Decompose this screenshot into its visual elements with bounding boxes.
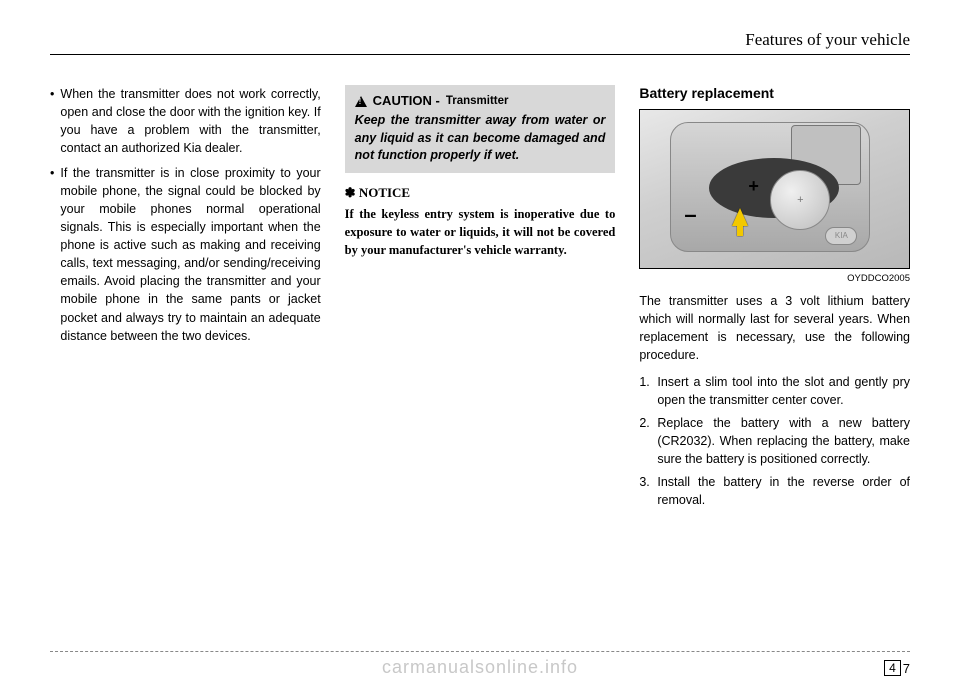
caution-body: Keep the transmitter away from water or … [355, 112, 606, 165]
bullet-text: If the transmitter is in close proximity… [60, 164, 320, 345]
notice-title: ✽ NOTICE [345, 185, 616, 201]
step-number: 1. [639, 373, 653, 409]
caution-label: CAUTION - [373, 93, 440, 108]
caution-title: CAUTION - Transmitter [355, 93, 606, 108]
column-3: Battery replacement KIA + – OYDDCO2005 T… [639, 85, 910, 514]
section-title: Battery replacement [639, 85, 910, 101]
warning-icon [355, 96, 367, 107]
page-index: 7 [903, 661, 910, 676]
step-item: 2. Replace the battery with a new batter… [639, 414, 910, 468]
bullet-item: • When the transmitter does not work cor… [50, 85, 321, 158]
bullet-item: • If the transmitter is in close proximi… [50, 164, 321, 345]
plus-icon: + [748, 176, 759, 197]
transmitter-illustration: KIA + – [639, 109, 910, 269]
step-number: 3. [639, 473, 653, 509]
image-code: OYDDCO2005 [639, 273, 910, 284]
page-section: 4 [884, 660, 901, 676]
chapter-title: Features of your vehicle [50, 30, 910, 55]
step-item: 1. Insert a slim tool into the slot and … [639, 373, 910, 409]
notice-body: If the keyless entry system is inoperati… [345, 205, 616, 259]
step-text: Replace the battery with a new battery (… [657, 414, 910, 468]
page-number: 4 7 [884, 660, 910, 676]
step-text: Insert a slim tool into the slot and gen… [657, 373, 910, 409]
minus-icon: – [684, 202, 696, 228]
key-body-shape: KIA [670, 122, 870, 252]
body-text: The transmitter uses a 3 volt lithium ba… [639, 292, 910, 365]
caution-sub: Transmitter [446, 95, 509, 107]
watermark: carmanualsonline.info [382, 657, 578, 678]
kia-logo: KIA [825, 227, 857, 245]
step-item: 3. Install the battery in the reverse or… [639, 473, 910, 509]
bullet-mark: • [50, 164, 54, 345]
content-columns: • When the transmitter does not work cor… [50, 85, 910, 514]
page-container: Features of your vehicle • When the tran… [0, 0, 960, 690]
step-number: 2. [639, 414, 653, 468]
battery-coin [770, 170, 830, 230]
column-1: • When the transmitter does not work cor… [50, 85, 321, 514]
caution-box: CAUTION - Transmitter Keep the transmitt… [345, 85, 616, 173]
bullet-mark: • [50, 85, 54, 158]
column-2: CAUTION - Transmitter Keep the transmitt… [345, 85, 616, 514]
step-text: Install the battery in the reverse order… [657, 473, 910, 509]
footer-divider [50, 651, 910, 652]
arrow-icon [732, 208, 748, 226]
bullet-text: When the transmitter does not work corre… [60, 85, 320, 158]
